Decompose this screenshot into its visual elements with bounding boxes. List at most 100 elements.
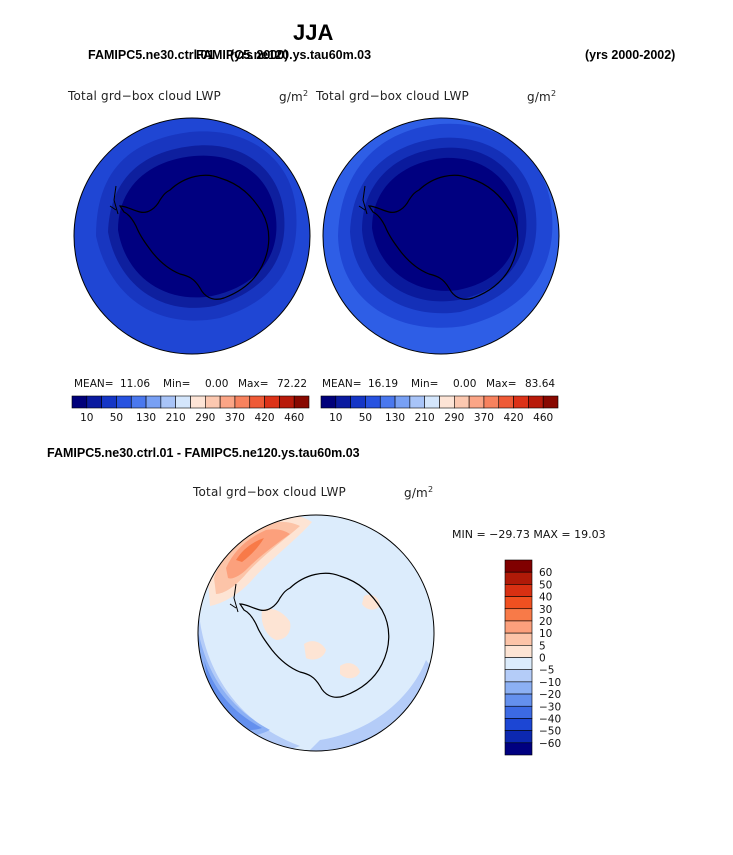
panel2-mean-value: 16.19 [368,378,399,390]
colorbar-swatch [504,645,533,658]
colorbar-swatch [205,395,221,409]
colorbar-swatch [249,395,265,409]
colorbar-swatch [264,395,280,409]
colorbar-swatch [504,559,533,573]
colorbar-label: 130 [385,412,405,424]
left-years: (yrs 2000) [230,48,289,62]
panel1-max-value: 72.22 [277,378,308,390]
colorbar-swatch [504,584,533,597]
colorbar-label: 30 [539,604,552,616]
colorbar-label: 10 [539,628,552,640]
colorbar-label: 420 [255,412,275,424]
colorbar-label: −10 [539,677,561,689]
colorbar-swatch [504,742,533,756]
colorbar-label: −60 [539,738,561,750]
colorbar-label: 460 [284,412,304,424]
colorbar-label: 420 [504,412,524,424]
colorbar-label: 50 [539,579,552,591]
panel1-variable-label: Total grd−box cloud LWP [68,89,221,103]
colorbar-swatch [504,681,533,695]
panel2-max-label: Max= [486,378,517,390]
colorbar-label: 0 [539,653,546,665]
colorbar-swatch [504,693,533,707]
colorbar-swatch [504,571,533,585]
colorbar-swatch [320,395,337,409]
colorbar-label: −5 [539,665,554,677]
colorbar-label: 10 [80,412,93,424]
panel2-units-base: g/m [527,90,551,104]
colorbar-swatch [528,395,544,409]
panel2-units: g/m2 [527,89,556,104]
left-caption-b: FAMIPC5.ne120.ys.tau60m.03 [196,48,372,62]
panel2-min-label: Min= [411,378,439,390]
colorbar-swatch [365,395,381,409]
colorbar-swatch [335,395,351,409]
left-caption-a: FAMIPC5.ne30.ctrl.01 [88,48,215,62]
colorbar-swatch [498,395,514,409]
colorbar-swatch [190,395,206,409]
colorbar-swatch [504,632,533,646]
colorbar-swatch [409,395,425,409]
colorbar-label: 210 [415,412,435,424]
diff-units-sup: 2 [427,485,434,494]
panel1-units: g/m2 [279,89,308,104]
colorbar-swatch [454,395,470,409]
panel1-mean-label: MEAN= [74,378,114,390]
colorbar-label: 130 [136,412,156,424]
colorbar-swatch [504,608,533,622]
colorbar-swatch [175,395,191,409]
colorbar-label: 460 [533,412,553,424]
diff-units-base: g/m [404,486,428,500]
colorbar-label: 40 [539,592,552,604]
colorbar-label: −30 [539,701,561,713]
colorbar-swatch [504,620,533,634]
panel1-min-value: 0.00 [205,378,229,390]
colorbar-swatch [504,657,533,670]
colorbar-swatch [379,395,396,409]
colorbar-label: 20 [539,616,552,628]
colorbar-swatch [394,395,411,409]
colorbar-swatch [504,705,533,719]
colorbar-label: 290 [195,412,215,424]
colorbar-swatch [439,395,455,409]
panel1-map [74,118,310,354]
diff-map [198,515,434,751]
colorbar-swatch [86,395,102,409]
colorbar-swatch [504,669,533,683]
panel2-max-value: 83.64 [525,378,556,390]
panel2-variable-label: Total grd−box cloud LWP [316,89,469,103]
colorbar-swatch [145,395,162,409]
colorbar-swatch [468,395,485,409]
colorbar-label: 370 [474,412,494,424]
page-title: JJA [293,20,334,45]
colorbar-swatch [542,395,559,409]
colorbar-label: −40 [539,713,561,725]
colorbar-label: 370 [225,412,245,424]
colorbar-label: 290 [444,412,464,424]
diff-variable-label: Total grd−box cloud LWP [193,485,346,499]
colorbar-swatch [234,395,251,409]
colorbar-panel1: 10 50 130 210 290 370 420 460 [71,395,310,424]
colorbar-swatch [160,395,176,409]
colorbar-label: 210 [166,412,186,424]
panel1-units-base: g/m [279,90,303,104]
colorbar-label: 50 [110,412,123,424]
diff-minmax: MIN = −29.73 MAX = 19.03 [452,528,606,541]
diff-caption: FAMIPC5.ne30.ctrl.01 - FAMIPC5.ne120.ys.… [47,446,360,460]
colorbar-swatch [424,395,440,409]
panel1-max-label: Max= [238,378,269,390]
colorbar-swatch [293,395,310,409]
colorbar-label: 5 [539,640,546,652]
colorbar-swatch [101,395,117,409]
colorbar-swatch [513,395,529,409]
panel1-mean-value: 11.06 [120,378,151,390]
colorbar-label: 10 [329,412,342,424]
colorbar-swatch [504,730,533,744]
colorbar-swatch [130,395,147,409]
panel2-mean-label: MEAN= [322,378,362,390]
colorbar-swatch [504,718,533,731]
colorbar-swatch [71,395,88,409]
panel2-map [323,118,559,354]
